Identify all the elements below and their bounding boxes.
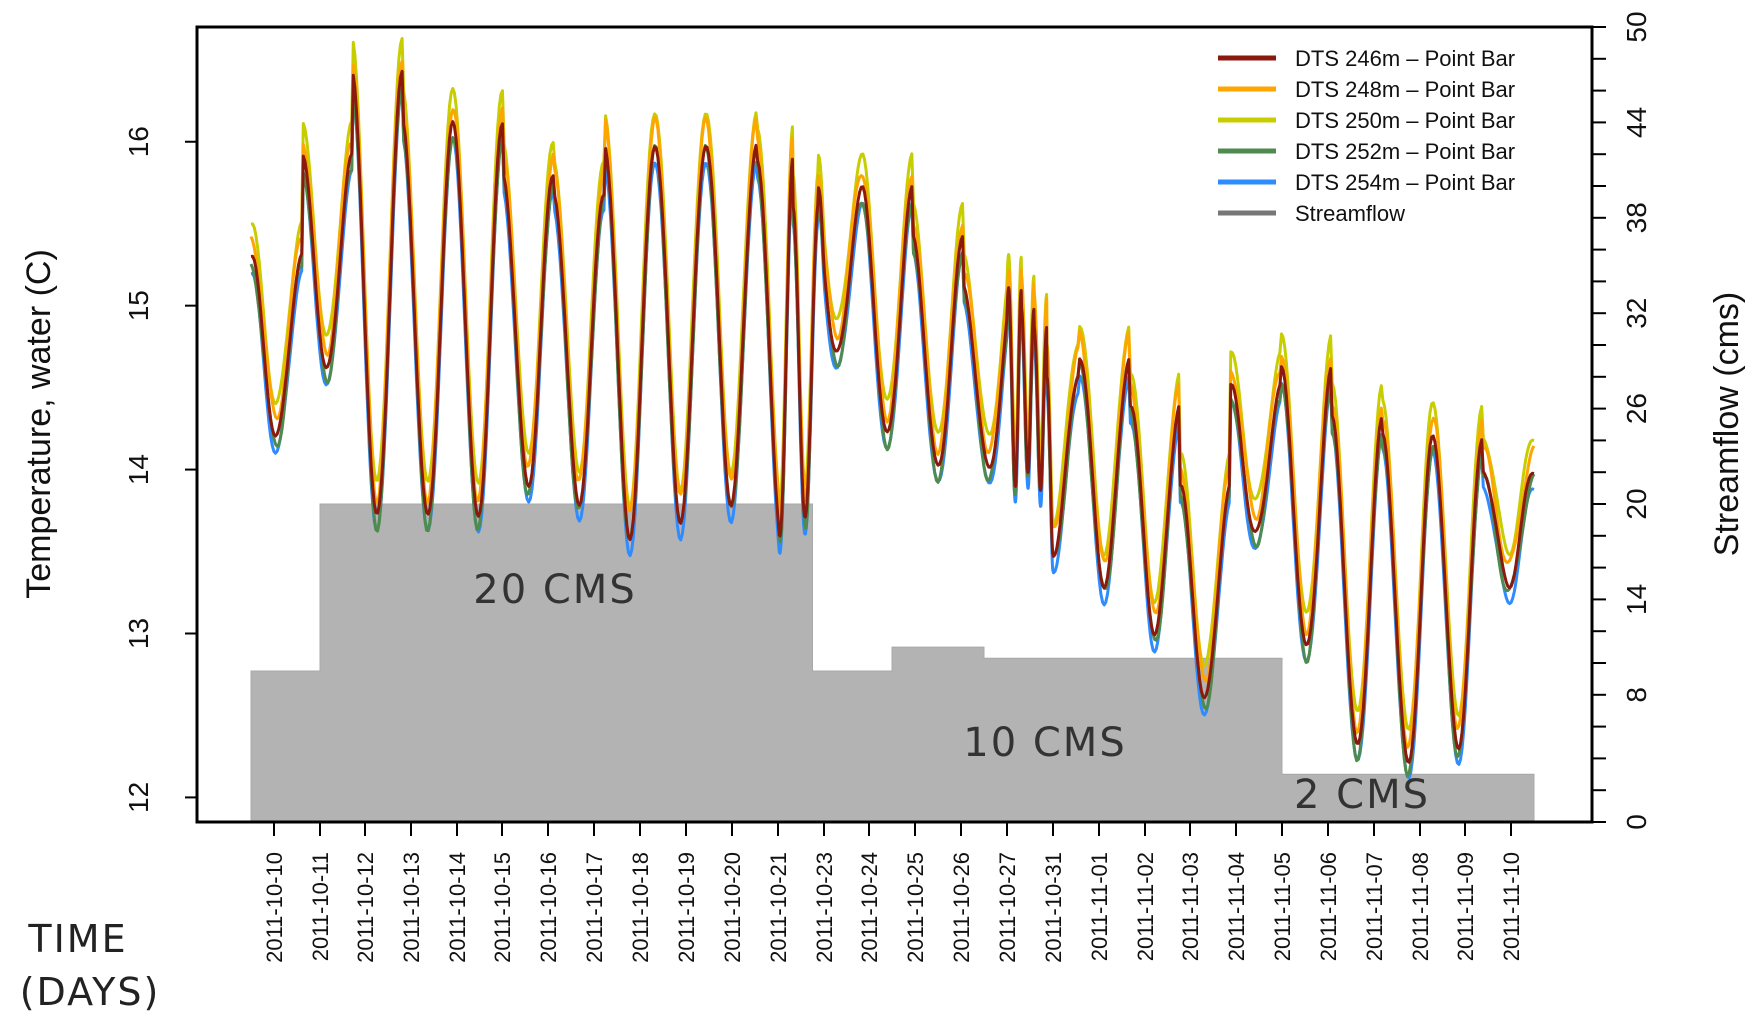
y2-tick-label-50: 50 <box>1621 11 1652 42</box>
x-tick-label-2011-11-02: 2011-11-02 <box>1133 852 1158 961</box>
annotation-20-cms: 20 CMS <box>473 567 636 613</box>
plot-frame <box>195 25 1594 824</box>
x-tick-label-2011-10-10: 2011-10-10 <box>262 852 287 963</box>
annotation-10-cms: 10 CMS <box>963 720 1126 766</box>
time-label: TIME <box>27 917 127 961</box>
x-tick-label-2011-10-25: 2011-10-25 <box>903 852 928 963</box>
legend-label-streamflow: Streamflow <box>1295 201 1405 226</box>
streamflow-area <box>250 503 1535 823</box>
y2-tick-label-8: 8 <box>1621 687 1652 703</box>
x-axis: 2011-10-10 2011-10-11 2011-10-12 2011-10-13… <box>262 822 1524 963</box>
x-tick-label-2011-10-26: 2011-10-26 <box>949 852 974 963</box>
x-tick-label-2011-10-18: 2011-10-18 <box>628 852 653 963</box>
y2-tick-label-20: 20 <box>1621 488 1652 519</box>
x-tick-label-2011-11-09: 2011-11-09 <box>1453 852 1478 961</box>
days-label: (DAYS) <box>20 970 161 1014</box>
y2-tick-label-26: 26 <box>1621 393 1652 424</box>
x-tick-label-2011-10-11: 2011-10-11 <box>308 852 333 961</box>
y2-tick-label-32: 32 <box>1621 298 1652 329</box>
y-tick-label-12: 12 <box>123 782 154 813</box>
y-tick-label-15: 15 <box>123 290 154 321</box>
y2-axis-title: Streamflow (cms) <box>1708 292 1746 556</box>
x-tick-label-2011-11-06: 2011-11-06 <box>1316 852 1341 961</box>
x-tick-label-2011-11-04: 2011-11-04 <box>1224 852 1249 961</box>
series-line-dts-246m-point-bar <box>250 69 1535 764</box>
x-tick-label-2011-10-20: 2011-10-20 <box>720 852 745 963</box>
streamflow-area-layer <box>250 503 1535 823</box>
y-tick-label-16: 16 <box>123 126 154 157</box>
x-tick-label-2011-11-08: 2011-11-08 <box>1408 852 1433 961</box>
legend: DTS 246m – Point Bar DTS 248m – Point Bar… <box>1218 46 1515 226</box>
x-tick-label-2011-11-01: 2011-11-01 <box>1087 852 1112 961</box>
y-tick-label-14: 14 <box>123 454 154 485</box>
x-tick-label-2011-10-13: 2011-10-13 <box>399 852 424 963</box>
x-tick-label-2011-10-16: 2011-10-16 <box>536 852 561 963</box>
legend-label-dts-250m-point-bar: DTS 250m – Point Bar <box>1295 108 1515 133</box>
y2-tick-label-38: 38 <box>1621 202 1652 233</box>
x-tick-label-2011-11-10: 2011-11-10 <box>1499 852 1524 961</box>
x-tick-label-2011-10-31: 2011-10-31 <box>1041 852 1066 963</box>
y-axis-right: 0 8 14 20 26 32 38 44 50 <box>1592 11 1652 830</box>
x-tick-label-2011-11-05: 2011-11-05 <box>1270 852 1295 961</box>
y-axis-left: 12 13 14 15 16 <box>123 126 197 813</box>
y2-tick-label-14: 14 <box>1621 584 1652 615</box>
x-tick-label-2011-10-15: 2011-10-15 <box>490 852 515 963</box>
legend-label-dts-252m-point-bar: DTS 252m – Point Bar <box>1295 139 1515 164</box>
x-tick-label-2011-11-07: 2011-11-07 <box>1362 852 1387 961</box>
x-tick-label-2011-10-27: 2011-10-27 <box>995 852 1020 963</box>
legend-label-dts-254m-point-bar: DTS 254m – Point Bar <box>1295 170 1515 195</box>
x-tick-label-2011-10-21: 2011-10-21 <box>766 852 791 963</box>
y2-tick-label-0: 0 <box>1621 814 1652 830</box>
x-tick-label-2011-11-03: 2011-11-03 <box>1178 852 1203 961</box>
x-tick-label-2011-10-23: 2011-10-23 <box>812 852 837 963</box>
x-tick-label-2011-10-24: 2011-10-24 <box>857 852 882 963</box>
legend-label-dts-248m-point-bar: DTS 248m – Point Bar <box>1295 77 1515 102</box>
temperature-series-layer <box>249 37 1536 780</box>
x-tick-label-2011-10-12: 2011-10-12 <box>353 852 378 963</box>
x-tick-label-2011-10-14: 2011-10-14 <box>445 852 470 963</box>
annotation-2-cms: 2 CMS <box>1294 772 1430 818</box>
x-tick-label-2011-10-19: 2011-10-19 <box>674 852 699 963</box>
y-tick-label-13: 13 <box>123 618 154 649</box>
y-axis-title: Temperature, water (C) <box>20 249 58 599</box>
y2-tick-label-44: 44 <box>1621 107 1652 138</box>
x-tick-label-2011-10-17: 2011-10-17 <box>582 852 607 963</box>
legend-label-dts-246m-point-bar: DTS 246m – Point Bar <box>1295 46 1515 71</box>
